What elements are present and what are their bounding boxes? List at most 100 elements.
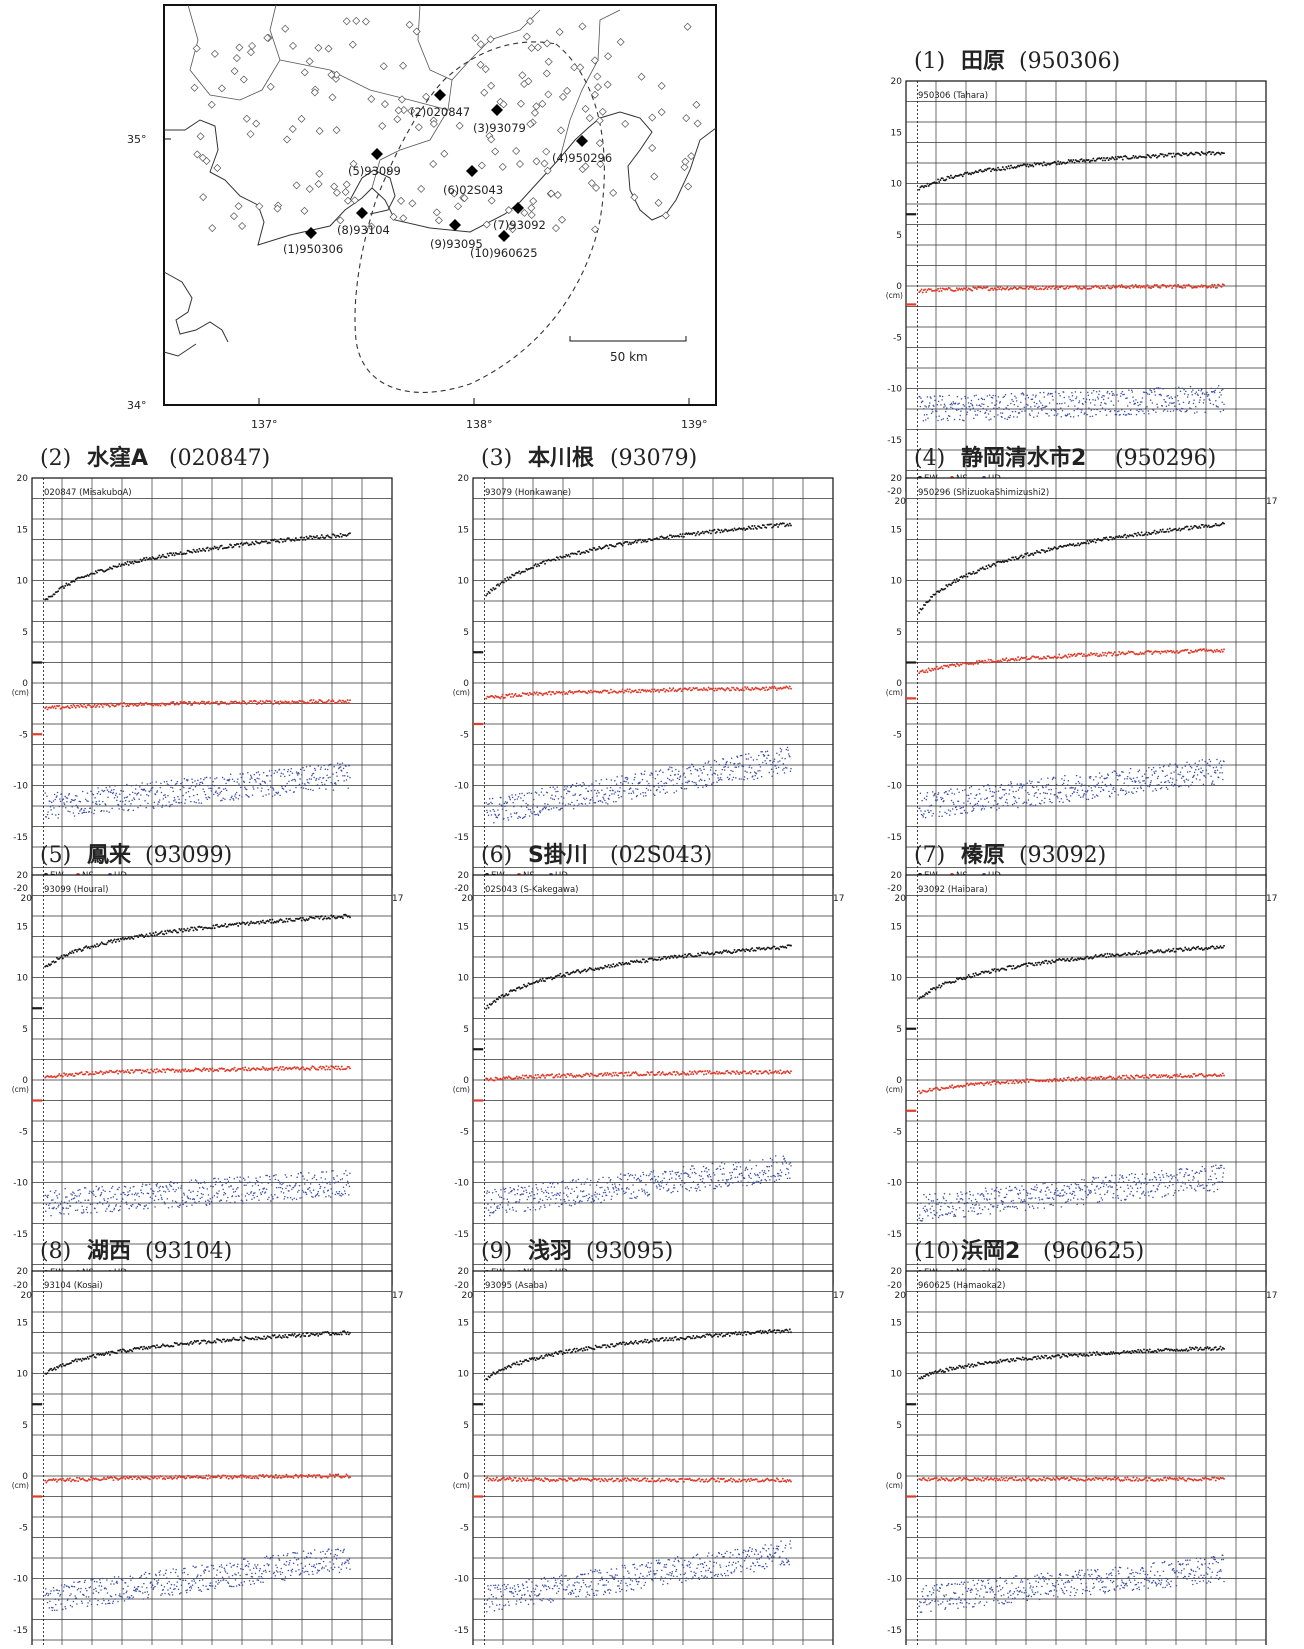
- data-point: [100, 793, 102, 795]
- data-point: [1132, 155, 1134, 157]
- data-point: [974, 798, 976, 800]
- data-point: [696, 533, 698, 535]
- data-point: [658, 691, 660, 693]
- data-point: [1146, 406, 1148, 408]
- data-point: [64, 585, 66, 587]
- data-point: [317, 916, 319, 918]
- data-point: [955, 402, 957, 404]
- data-point: [544, 563, 546, 565]
- data-point: [777, 773, 779, 775]
- data-point: [1147, 393, 1149, 395]
- data-point: [1122, 771, 1124, 773]
- data-point: [1211, 783, 1213, 785]
- data-point: [623, 780, 625, 782]
- data-point: [790, 770, 792, 772]
- data-point: [946, 407, 948, 409]
- data-point: [664, 691, 666, 693]
- data-point: [1033, 416, 1035, 418]
- data-point: [614, 780, 616, 782]
- data-point: [325, 788, 327, 790]
- data-point: [191, 785, 193, 787]
- data-point: [251, 702, 253, 704]
- data-point: [733, 777, 735, 779]
- data-point: [284, 540, 286, 542]
- data-point: [1200, 767, 1202, 769]
- data-point: [63, 587, 65, 589]
- data-point: [1141, 531, 1143, 533]
- data-point: [1203, 784, 1205, 786]
- data-point: [663, 789, 665, 791]
- data-point: [967, 576, 969, 578]
- data-point: [981, 809, 983, 811]
- data-point: [98, 791, 100, 793]
- data-point: [562, 694, 564, 696]
- data-point: [1126, 792, 1128, 794]
- data-point: [718, 529, 720, 531]
- y-tick-label: -10: [887, 385, 902, 395]
- data-point: [160, 705, 162, 707]
- y-tick-label: -15: [887, 436, 902, 446]
- data-point: [1151, 392, 1153, 394]
- data-point: [641, 774, 643, 776]
- data-point: [495, 588, 497, 590]
- data-point: [584, 552, 586, 554]
- data-point: [998, 396, 1000, 398]
- data-point: [1012, 411, 1014, 413]
- data-point: [489, 798, 491, 800]
- station-label: (6)02S043: [443, 183, 503, 197]
- data-point: [1053, 776, 1055, 778]
- data-point: [1052, 285, 1054, 287]
- data-point: [974, 410, 976, 412]
- data-point: [1056, 403, 1058, 405]
- data-point: [216, 924, 218, 926]
- data-point: [756, 773, 758, 775]
- data-point: [961, 807, 963, 809]
- station-name-label: 950296 (ShizuokaShimizushi2): [918, 488, 1049, 498]
- data-point: [730, 762, 732, 764]
- data-point: [311, 775, 313, 777]
- data-point: [289, 775, 291, 777]
- data-point: [726, 761, 728, 763]
- data-point: [234, 781, 236, 783]
- data-point: [171, 931, 173, 933]
- data-point: [1167, 410, 1169, 412]
- data-point: [1156, 790, 1158, 792]
- data-point: [261, 790, 263, 792]
- data-point: [216, 777, 218, 779]
- data-point: [977, 171, 979, 173]
- data-point: [995, 786, 997, 788]
- data-point: [948, 809, 950, 811]
- data-point: [931, 815, 933, 817]
- y-tick-label: -10: [887, 782, 902, 792]
- data-point: [1210, 287, 1212, 289]
- data-point: [1138, 411, 1140, 413]
- data-point: [1139, 404, 1141, 406]
- data-point: [1220, 153, 1222, 155]
- data-point: [751, 687, 753, 689]
- data-point: [998, 407, 1000, 409]
- data-point: [958, 801, 960, 803]
- data-point: [236, 922, 238, 924]
- data-point: [723, 530, 725, 532]
- data-point: [328, 777, 330, 779]
- station-label: (2)020847: [410, 105, 470, 119]
- data-point: [321, 534, 323, 536]
- data-point: [175, 703, 177, 705]
- data-point: [493, 822, 495, 824]
- data-point: [1139, 534, 1141, 536]
- data-point: [975, 662, 977, 664]
- data-point: [1214, 770, 1216, 772]
- data-point: [975, 414, 977, 416]
- data-point: [514, 799, 516, 801]
- data-point: [1107, 157, 1109, 159]
- data-point: [1057, 413, 1059, 415]
- data-point: [610, 787, 612, 789]
- data-point: [1144, 773, 1146, 775]
- data-point: [50, 963, 52, 965]
- data-point: [342, 917, 344, 919]
- data-point: [951, 404, 953, 406]
- data-point: [773, 761, 775, 763]
- data-point: [167, 553, 169, 555]
- data-point: [961, 408, 963, 410]
- data-point: [763, 687, 765, 689]
